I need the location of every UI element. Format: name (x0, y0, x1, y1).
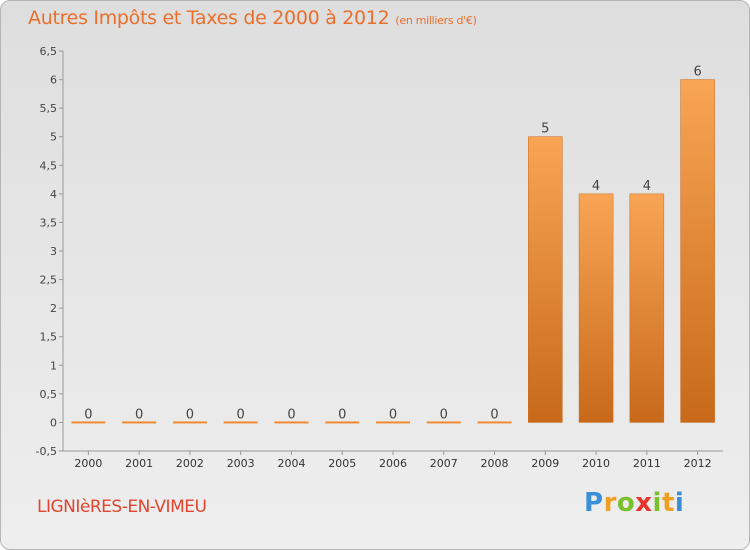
y-tick-label: 6 (50, 74, 57, 87)
chart-subtitle: (en milliers d'€) (395, 14, 477, 27)
bar (680, 79, 715, 423)
bar (528, 136, 563, 423)
brand-letter: i (674, 488, 685, 518)
bar (578, 193, 614, 423)
x-tick-label: 2011 (633, 457, 661, 470)
x-tick-label: 2003 (227, 457, 255, 470)
chart-title-text: Autres Impôts et Taxes de 2000 à 2012 (28, 7, 390, 29)
bar (375, 421, 411, 424)
x-tick-label: 2008 (481, 457, 509, 470)
bar (122, 421, 157, 424)
bar-value-label: 6 (693, 65, 701, 80)
brand-letter: r (603, 488, 617, 518)
y-tick-label: 3 (50, 245, 57, 258)
bar-value-label: 0 (186, 407, 194, 422)
chart-title: Autres Impôts et Taxes de 2000 à 2012 (en… (28, 7, 477, 29)
x-tick-label: 2010 (582, 457, 610, 470)
bar (477, 421, 512, 424)
y-tick-label: -0,5 (36, 445, 57, 458)
x-tick-label: 2007 (430, 457, 458, 470)
y-tick-label: 5 (50, 131, 57, 144)
y-tick-label: 2,5 (40, 274, 58, 287)
x-tick-label: 2002 (176, 457, 204, 470)
y-tick-label: 3,5 (40, 216, 58, 229)
bar (274, 421, 309, 424)
x-tick-label: 2006 (379, 457, 407, 470)
x-tick-label: 2005 (328, 457, 356, 470)
brand-letter: o (616, 488, 636, 518)
brand-logo: Proxiti (584, 488, 684, 518)
bar-value-label: 0 (84, 407, 92, 422)
x-tick-label: 2004 (277, 457, 305, 470)
bar-value-label: 0 (287, 407, 295, 422)
chart-labels: 0 0 0 0 0 0 0 0 0 5 4 4 6 (84, 65, 702, 423)
x-tick-label: 2000 (74, 457, 102, 470)
x-tick-label: 2009 (531, 457, 559, 470)
bar-value-label: 0 (135, 407, 143, 422)
y-tick-label: 1,5 (40, 331, 58, 344)
x-tick-label: 2001 (125, 457, 153, 470)
bar-value-label: 4 (592, 179, 600, 194)
y-tick-label: 4,5 (40, 159, 58, 172)
bar (223, 421, 258, 424)
bar-value-label: 5 (541, 122, 549, 137)
bar (71, 421, 106, 424)
y-tick-label: 4 (50, 188, 57, 201)
brand-letter: i (652, 488, 662, 518)
bar (426, 421, 461, 424)
y-tick-label: 0,5 (40, 388, 58, 401)
brand-letter: P (584, 488, 604, 518)
brand-letter: x (635, 488, 653, 518)
bar (172, 421, 207, 424)
bar-value-label: 0 (490, 407, 498, 422)
y-tick-label: 1 (50, 359, 57, 372)
y-tick-label: 0 (50, 416, 57, 429)
y-tick-label: 2 (50, 302, 57, 315)
bar-value-label: 0 (338, 407, 346, 422)
chart-bars (71, 79, 715, 424)
bar-value-label: 0 (389, 407, 397, 422)
bar-value-label: 4 (643, 179, 651, 194)
y-tick-label: 5,5 (40, 102, 58, 115)
bar-value-label: 0 (440, 407, 448, 422)
bar (325, 421, 360, 424)
bar (629, 193, 665, 423)
bar-value-label: 0 (237, 407, 245, 422)
x-tick-label: 2012 (684, 457, 712, 470)
place-name: LIGNIèRES-EN-VIMEU (37, 497, 207, 517)
y-tick-label: 6,5 (40, 45, 58, 58)
chart-axes: -0,5 0 0,5 1 1,5 2 2,5 3 3,5 4 4,5 5 5,5 6 6,5 2000 2001… (36, 45, 723, 470)
brand-letter: t (661, 488, 675, 518)
